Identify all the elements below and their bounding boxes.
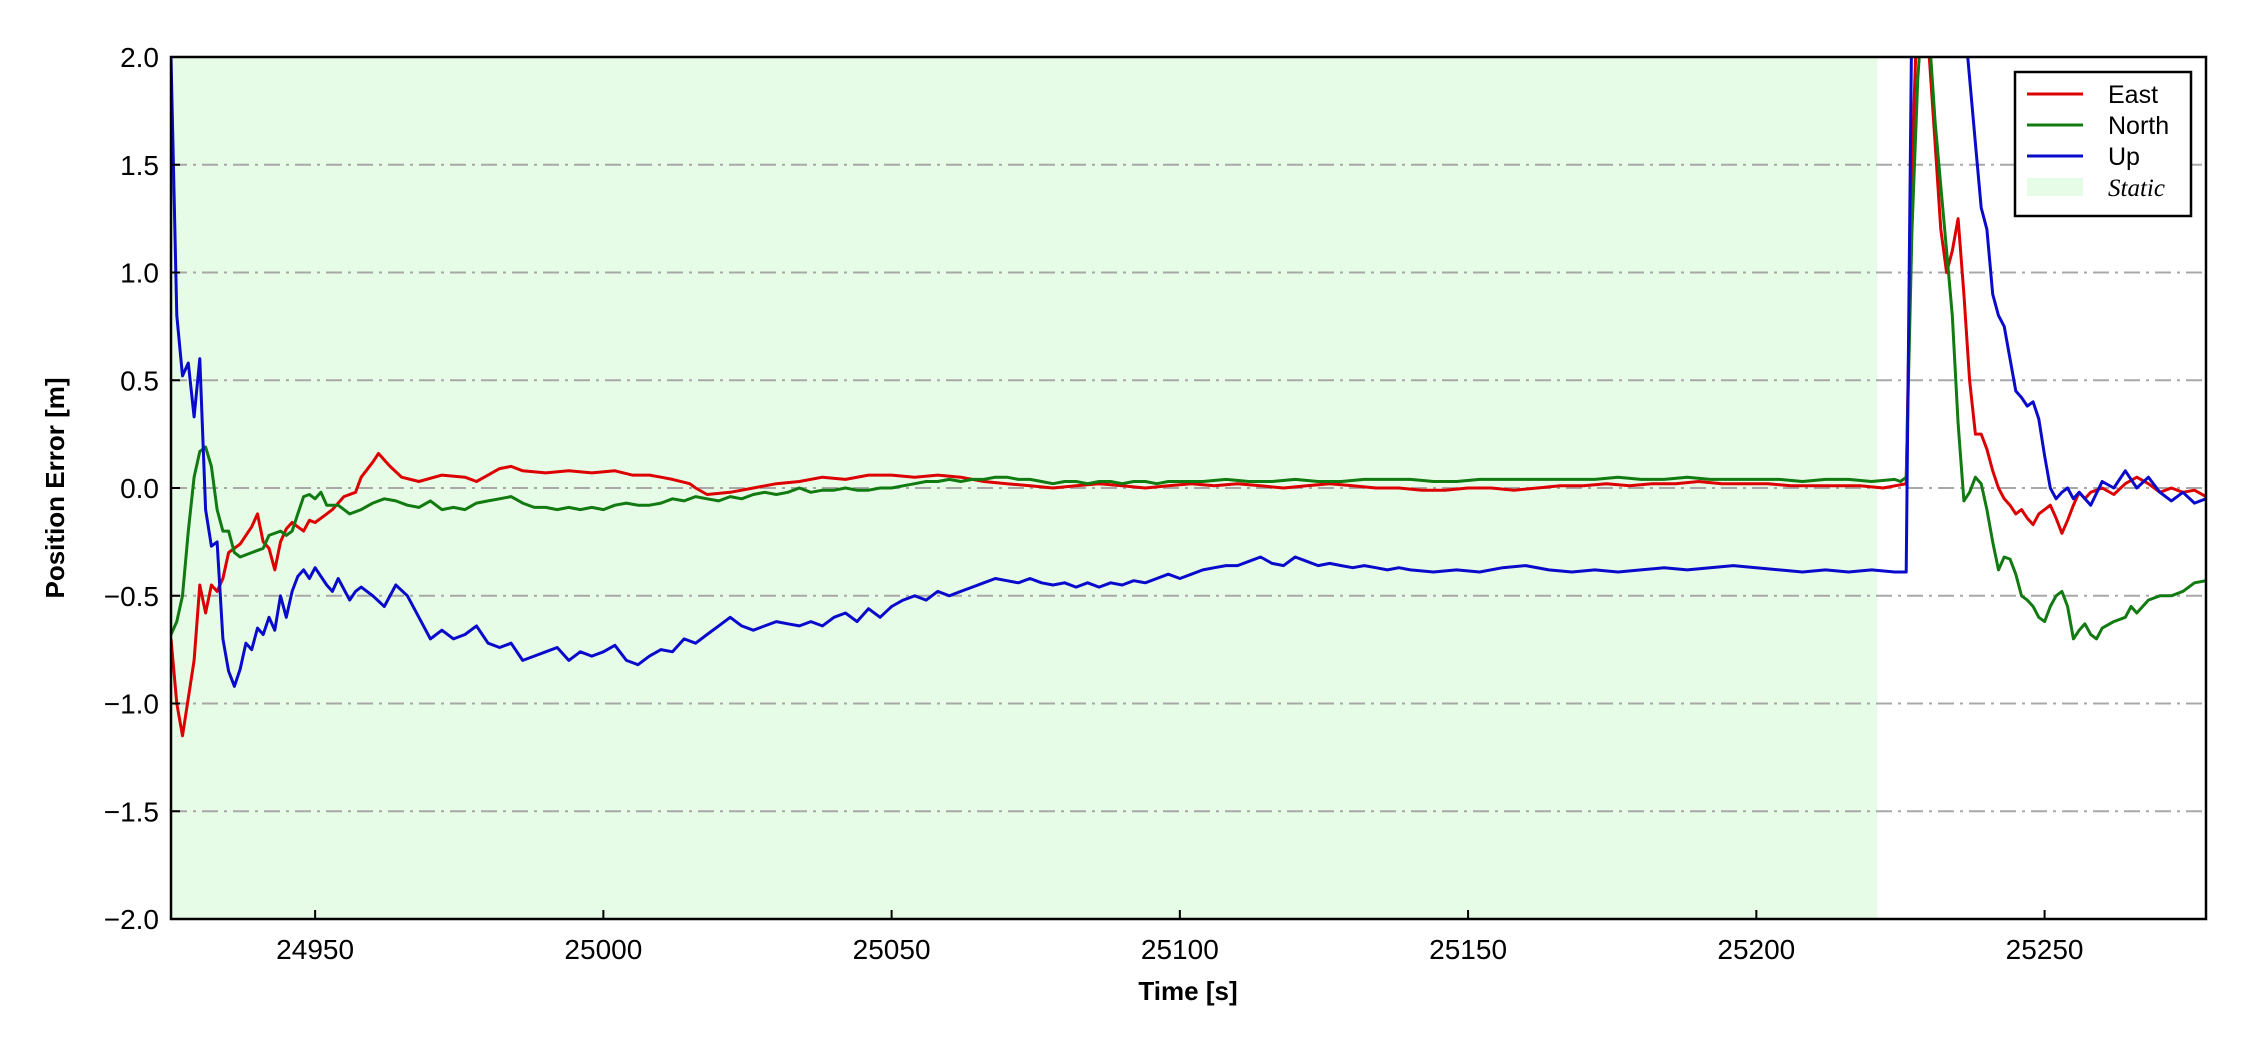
y-tick-label: 1.0 — [120, 258, 159, 289]
series-line-north — [171, 57, 2206, 641]
series-line-up — [171, 57, 2206, 688]
x-tick-label: 25100 — [1141, 934, 1219, 965]
y-tick-label: 0.0 — [120, 473, 159, 504]
x-tick-label: 25250 — [2006, 934, 2084, 965]
y-tick-label: −0.5 — [104, 581, 159, 612]
x-axis: 24950 25000 25050 25100 25150 25200 25250 — [276, 910, 2084, 965]
x-tick-label: 25150 — [1429, 934, 1507, 965]
legend-label-up: Up — [2108, 143, 2140, 171]
series-lines — [171, 57, 2206, 738]
x-tick-label: 25050 — [853, 934, 931, 965]
series-line-east — [171, 57, 2206, 738]
legend-label-static: Static — [2108, 175, 2165, 202]
y-tick-label: 0.5 — [120, 365, 159, 396]
y-tick-label: −1.0 — [104, 689, 159, 720]
y-tick-label: −2.0 — [104, 904, 159, 935]
x-tick-label: 25200 — [1717, 934, 1795, 965]
x-tick-label: 24950 — [276, 934, 354, 965]
legend-swatch-static — [2027, 178, 2083, 196]
y-tick-label: 1.5 — [120, 150, 159, 181]
y-axis: 2.0 1.5 1.0 0.5 0.0 −0.5 −1.0 −1.5 −2.0 — [104, 42, 180, 935]
y-axis-title: Position Error [m] — [40, 377, 70, 598]
legend: East North Up Static — [2013, 70, 2193, 218]
y-tick-label: −1.5 — [104, 796, 159, 827]
legend-label-north: North — [2108, 112, 2169, 140]
legend-label-east: East — [2108, 81, 2158, 109]
x-tick-label: 25000 — [564, 934, 642, 965]
y-tick-label: 2.0 — [120, 42, 159, 73]
x-axis-title: Time [s] — [1138, 976, 1237, 1006]
